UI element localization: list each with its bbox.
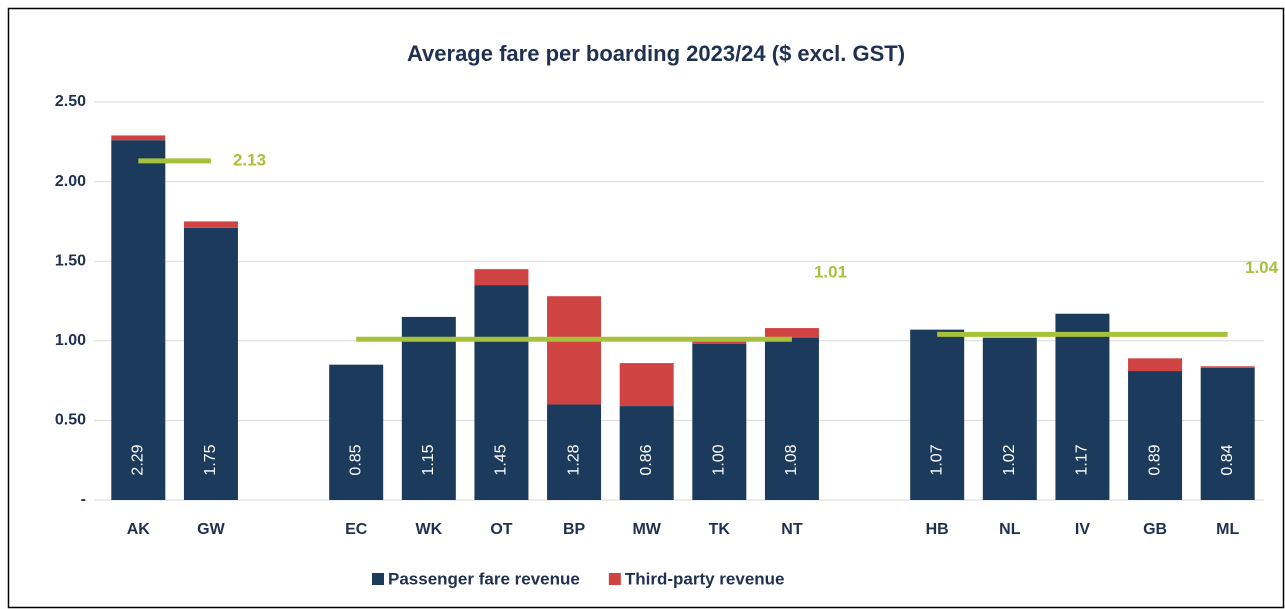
bar-segment [329,364,384,500]
bar-segment [764,337,819,500]
x-tick-label: ML [1216,521,1239,538]
legend-swatch [372,573,384,585]
x-tick-label: NT [781,521,803,538]
bar-segment [1128,371,1183,500]
bar-segment [619,363,674,407]
bar-segment [619,406,674,500]
x-tick-label: AK [127,521,151,538]
bar-segment [1200,367,1255,500]
bar-segment [474,269,529,286]
value-label: 1.75 [202,444,219,475]
value-label: 2.29 [130,444,147,475]
value-label: 0.84 [1219,444,1236,475]
value-label: 1.17 [1074,444,1091,475]
x-tick-label: OT [490,521,512,538]
x-tick-label: BP [563,521,586,538]
value-label: 1.28 [565,444,582,475]
average-label: 1.01 [814,263,847,282]
x-tick-label: MW [632,521,661,538]
value-label: 0.89 [1146,444,1163,475]
x-tick-label: EC [345,521,368,538]
bar-segment [183,221,238,228]
value-label: 1.02 [1001,444,1018,475]
bar-segment [1128,358,1183,372]
bar-segment [910,329,965,500]
average-label: 2.13 [233,150,266,169]
legend-label: Third-party revenue [625,569,785,588]
bar-segment [1200,366,1255,368]
y-tick-label: 2.00 [55,173,86,190]
bar-segment [111,140,166,500]
bar-segment [547,296,602,405]
value-label: 1.08 [783,444,800,475]
x-tick-label: IV [1075,521,1090,538]
x-tick-label: NL [999,521,1021,538]
bar-segment [111,135,166,141]
value-label: 1.15 [420,444,437,475]
bar-segment [692,343,747,500]
value-label: 0.85 [347,444,364,475]
bar-segment [474,285,529,500]
x-tick-label: TK [709,521,731,538]
legend-label: Passenger fare revenue [388,569,580,588]
chart-title: Average fare per boarding 2023/24 ($ exc… [407,41,905,66]
y-tick-label: - [81,491,86,508]
x-tick-label: WK [415,521,442,538]
bar-segment [401,316,456,500]
x-tick-label: GW [197,521,225,538]
bar-segment [183,227,238,500]
bar-segment [764,328,819,338]
bar-segment [547,404,602,500]
value-label: 1.07 [928,444,945,475]
average-label: 1.04 [1245,258,1279,277]
x-tick-label: HB [926,521,949,538]
y-tick-label: 1.50 [55,252,86,269]
value-label: 1.45 [493,444,510,475]
y-tick-label: 2.50 [55,93,86,110]
bar-segment [1055,313,1110,500]
value-label: 1.00 [711,444,728,475]
bar-segment [692,340,747,344]
y-tick-label: 0.50 [55,412,86,429]
x-tick-label: GB [1143,521,1167,538]
bar-segment [982,337,1037,500]
y-tick-label: 1.00 [55,332,86,349]
legend-swatch [608,573,621,585]
value-label: 0.86 [638,444,655,475]
